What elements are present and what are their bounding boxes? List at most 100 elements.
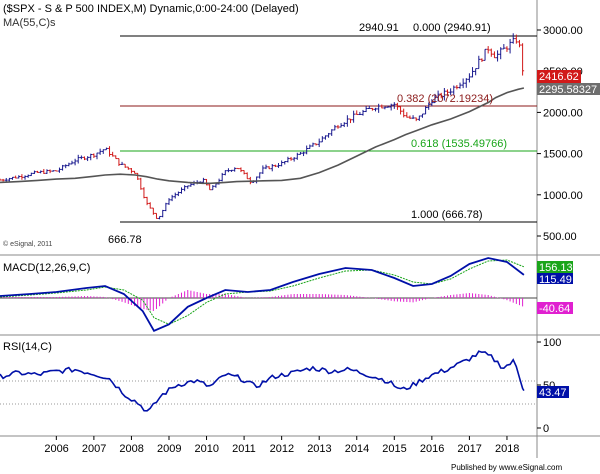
price-bar bbox=[11, 176, 15, 180]
price-bar bbox=[480, 58, 484, 62]
price-bar bbox=[464, 78, 468, 88]
price-bar bbox=[273, 164, 277, 168]
price-bar bbox=[483, 48, 487, 61]
price-bar bbox=[201, 177, 205, 183]
macd-signal-badge bbox=[537, 261, 573, 273]
price-bar bbox=[186, 185, 190, 189]
rsi-tick-label: 0 bbox=[543, 423, 549, 435]
price-tick-label: 1000.00 bbox=[543, 190, 583, 202]
price-bar bbox=[424, 106, 428, 115]
price-bar bbox=[336, 124, 340, 129]
price-bar bbox=[499, 47, 503, 60]
price-bar bbox=[411, 115, 415, 119]
price-bar bbox=[148, 202, 152, 209]
price-bar bbox=[230, 169, 234, 172]
time-tick-label: 2017 bbox=[457, 443, 481, 455]
price-bar bbox=[239, 167, 243, 173]
price-bar bbox=[508, 38, 512, 54]
price-bar bbox=[517, 39, 521, 48]
price-bar bbox=[317, 138, 321, 148]
price-bar bbox=[57, 167, 61, 173]
price-bar bbox=[4, 177, 8, 182]
price-bar bbox=[305, 145, 309, 155]
price-bar bbox=[233, 167, 237, 172]
price-bar bbox=[270, 163, 274, 172]
rsi-tick-label: 100 bbox=[543, 337, 561, 349]
price-bar bbox=[164, 202, 168, 212]
price-bar bbox=[370, 107, 374, 111]
macd-value: 115.49 bbox=[539, 274, 572, 286]
price-bar bbox=[361, 109, 365, 116]
price-bar bbox=[139, 177, 143, 190]
price-tick-label: 2000.00 bbox=[543, 107, 583, 119]
price-tick-label: 1500.00 bbox=[543, 149, 583, 161]
time-tick-label: 2016 bbox=[420, 443, 444, 455]
price-bar bbox=[430, 99, 434, 107]
price-bar bbox=[45, 169, 49, 174]
fib-1000-label: 1.000 (666.78) bbox=[411, 209, 483, 221]
price-bar bbox=[82, 156, 86, 161]
price-bar bbox=[123, 163, 127, 168]
ma-value-label: 2295.58327 bbox=[539, 84, 597, 96]
price-bar bbox=[101, 149, 105, 154]
price-bar bbox=[392, 102, 396, 109]
price-bar bbox=[380, 104, 384, 109]
price-bar bbox=[489, 48, 493, 57]
price-bar bbox=[352, 110, 356, 123]
price-bar bbox=[86, 156, 90, 162]
price-bar bbox=[292, 157, 296, 162]
price-bar bbox=[54, 170, 58, 172]
price-bar bbox=[36, 170, 40, 173]
price-bar bbox=[205, 178, 209, 186]
fib-0-label: 0.000 (2940.91) bbox=[413, 22, 491, 34]
macd-hist-value: -40.64 bbox=[539, 303, 570, 315]
time-tick-label: 2010 bbox=[195, 443, 219, 455]
price-bar bbox=[364, 105, 368, 113]
price-bar bbox=[23, 175, 27, 180]
chart-title: ($SPX - S & P 500 INDEX,M) Dynamic,0:00-… bbox=[3, 3, 299, 15]
last-price-badge bbox=[537, 70, 581, 83]
price-bar bbox=[342, 122, 346, 128]
macd-indicator-label: MACD(12,26,9,C) bbox=[3, 262, 90, 274]
price-bar bbox=[89, 153, 93, 161]
price-bar bbox=[330, 129, 334, 136]
price-bar bbox=[73, 158, 77, 166]
macd-line bbox=[0, 257, 525, 332]
price-bar bbox=[217, 178, 221, 185]
price-bar bbox=[261, 165, 265, 174]
price-bar bbox=[436, 90, 440, 102]
price-bar bbox=[117, 158, 121, 166]
price-bar bbox=[408, 115, 412, 120]
fib-382-label: 0.382 (2072.19234) bbox=[397, 93, 493, 105]
price-bar bbox=[245, 172, 249, 180]
price-bar bbox=[452, 85, 456, 95]
price-bar bbox=[446, 89, 449, 96]
price-bar bbox=[511, 33, 515, 44]
price-bar bbox=[389, 103, 393, 111]
price-bar bbox=[458, 82, 462, 89]
price-bar bbox=[486, 46, 490, 54]
price-bar bbox=[223, 170, 227, 176]
price-bar bbox=[267, 166, 271, 170]
price-bar bbox=[67, 162, 71, 167]
price-bar bbox=[286, 156, 290, 163]
price-bar bbox=[345, 115, 349, 127]
price-bar bbox=[136, 172, 140, 180]
peak-value-annotation: 2940.91 bbox=[359, 22, 399, 34]
price-bar bbox=[211, 185, 215, 191]
price-bar bbox=[355, 110, 359, 116]
price-bar bbox=[133, 170, 137, 174]
price-bar bbox=[358, 111, 362, 116]
price-bar bbox=[367, 105, 371, 110]
price-bar bbox=[521, 43, 525, 76]
rsi-value-badge bbox=[537, 386, 569, 398]
price-bar bbox=[289, 156, 293, 161]
price-bar bbox=[467, 73, 471, 83]
price-bar bbox=[383, 106, 387, 110]
price-bar bbox=[20, 174, 24, 180]
price-bar bbox=[308, 144, 312, 150]
price-bar bbox=[176, 191, 180, 197]
price-bar bbox=[108, 146, 112, 157]
price-bar bbox=[208, 184, 212, 191]
publisher-footer: Published by www.eSignal.com bbox=[451, 463, 563, 472]
